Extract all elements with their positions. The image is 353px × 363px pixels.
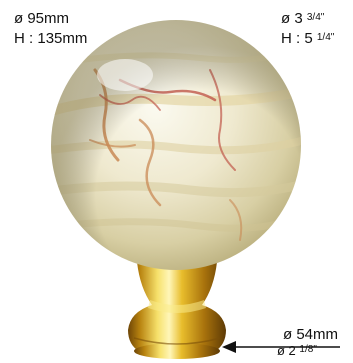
- base-dimensions: ø 54mm ø 2 1/8": [269, 327, 338, 357]
- base-dimension-arrow: [222, 341, 340, 353]
- base-diameter-inches: ø 2 1/8": [277, 343, 317, 358]
- ball-diameter-mm: ø 95mm: [14, 10, 70, 27]
- imperial-dimensions: ø 3 3/4" H : 5 1/4": [281, 11, 334, 46]
- base-diameter-mm: ø 54mm: [283, 326, 339, 343]
- metric-dimensions: ø 95mm H : 135mm: [14, 11, 87, 46]
- ball-diameter-inches: ø 3 3/4": [281, 10, 325, 27]
- height-inches: H : 5 1/4": [281, 30, 335, 47]
- onyx-ball: [51, 20, 301, 270]
- height-mm: H : 135mm: [14, 30, 88, 47]
